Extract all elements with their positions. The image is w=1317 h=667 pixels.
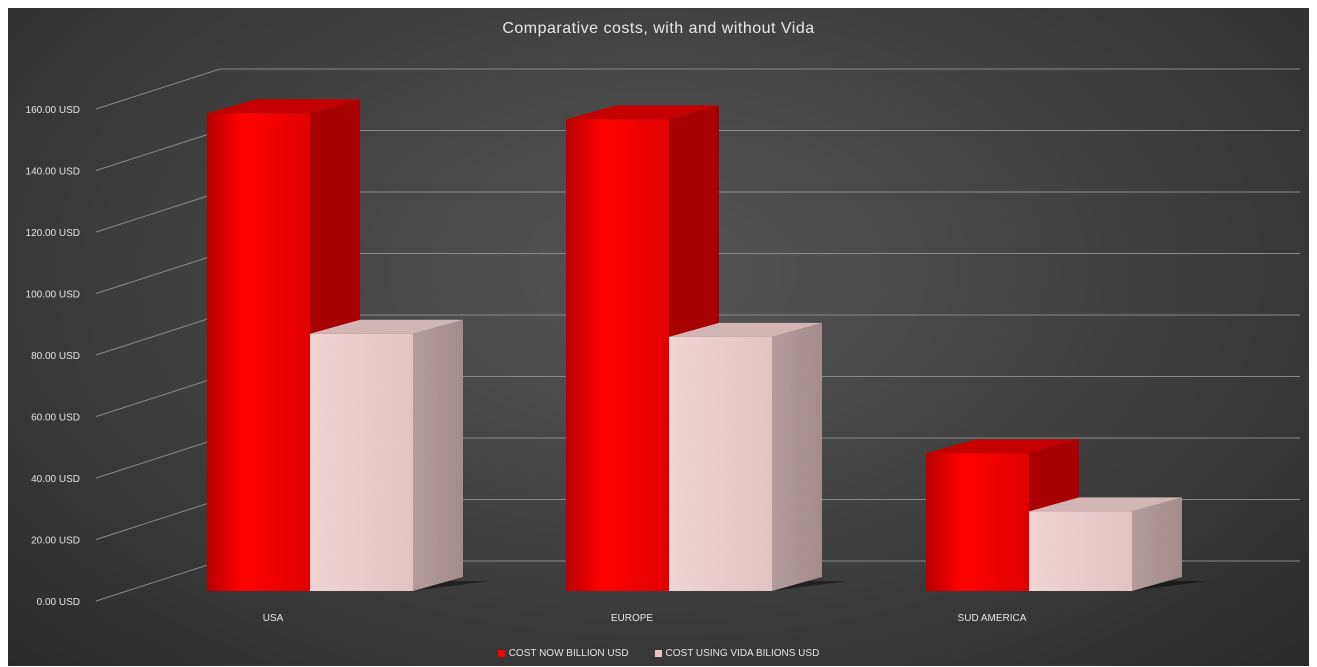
bar-top: [207, 99, 360, 114]
legend: COST NOW BILLION USD COST USING VIDA BIL…: [8, 648, 1309, 659]
x-tick-label: EUROPE: [611, 613, 654, 624]
y-tick-label: 140.00 USD: [26, 167, 80, 178]
y-tick-label: 100.00 USD: [26, 290, 80, 301]
x-tick-label: SUD AMERICA: [958, 613, 1027, 624]
y-tick-label: 120.00 USD: [26, 228, 80, 239]
bar-cost-vida: [1029, 511, 1132, 591]
gridline-diagonal: [95, 68, 221, 110]
legend-item-cost-vida: COST USING VIDA BILIONS USD: [654, 648, 820, 659]
bar-side: [413, 319, 463, 591]
gridline-diagonal: [95, 253, 221, 294]
bar-top: [566, 105, 719, 120]
bar-cost-now: [566, 119, 669, 591]
y-tick-label: 80.00 USD: [31, 351, 80, 362]
y-tick-label: 0.00 USD: [37, 597, 80, 608]
gridline-diagonal: [95, 499, 221, 540]
bar-side: [1132, 497, 1182, 591]
bar-top: [1029, 497, 1182, 512]
gridline-diagonal: [95, 437, 221, 479]
legend-swatch-cost-vida: [654, 650, 662, 657]
legend-swatch-cost-now: [497, 650, 505, 657]
chart-title: Comparative costs, with and without Vida: [502, 20, 815, 37]
bar-top: [669, 322, 822, 337]
legend-label-cost-vida: COST USING VIDA BILIONS USD: [665, 648, 820, 659]
x-tick-label: USA: [263, 613, 284, 624]
bar-top: [310, 319, 463, 334]
bar-top: [926, 439, 1079, 454]
chart-area: Comparative costs, with and without Vida: [8, 8, 1309, 666]
chart-plot: 0.00 USD 20.00 USD 40.00 USD 60.00 USD 80.00…: [26, 68, 1300, 624]
legend-item-cost-now: COST NOW BILLION USD: [497, 648, 629, 659]
gridline-diagonal: [95, 130, 221, 171]
bar-cost-vida: [669, 336, 772, 591]
bar-side: [772, 322, 822, 591]
y-tick-label: 60.00 USD: [31, 413, 80, 424]
bar-cost-now: [207, 113, 310, 591]
y-tick-label: 20.00 USD: [31, 536, 80, 547]
gridline-diagonal: [95, 314, 221, 356]
gridline-diagonal: [95, 191, 221, 233]
gridline-diagonal: [95, 376, 221, 417]
legend-label-cost-now: COST NOW BILLION USD: [508, 648, 629, 659]
bar-cost-vida: [310, 333, 413, 591]
bar-cost-now: [926, 453, 1029, 591]
y-tick-label: 40.00 USD: [31, 474, 80, 485]
gridline-diagonal: [95, 560, 221, 602]
y-tick-label: 160.00 USD: [26, 105, 80, 116]
